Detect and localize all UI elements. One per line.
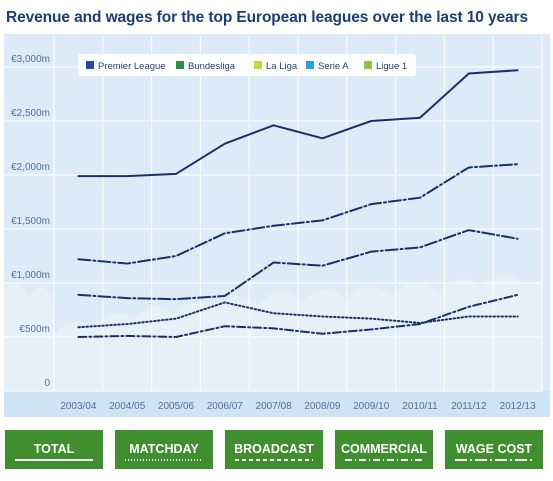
- dotted-line-key-icon: [125, 459, 203, 461]
- x-tick-label: 2004/05: [109, 401, 146, 412]
- tab-total-label: TOTAL: [33, 442, 75, 456]
- legend-swatch-icon: [176, 61, 184, 69]
- tab-matchday-label: MATCHDAY: [129, 442, 199, 456]
- y-tick-label: €1,500m: [11, 216, 50, 227]
- legend-swatch-icon: [364, 61, 372, 69]
- line-chart: 0 €500m €1,000m €1,500m €2,000m €2,500m €3,000…: [4, 34, 550, 417]
- y-tick-label: €3,000m: [11, 54, 50, 65]
- x-tick-label: 2012/13: [500, 401, 537, 412]
- series-line: [77, 163, 519, 265]
- y-tick-label: €1,000m: [11, 270, 50, 281]
- page-title: Revenue and wages for the top European l…: [6, 9, 529, 26]
- x-tick-label: 2011/12: [451, 401, 487, 412]
- dash-dot-line-key-icon: [345, 459, 423, 461]
- y-tick-label: €500m: [19, 324, 50, 335]
- legend-swatch-icon: [254, 61, 262, 69]
- x-tick-label: 2009/10: [353, 401, 390, 412]
- dashed-line-key-icon: [235, 459, 313, 461]
- series-line: [77, 293, 519, 338]
- series-line: [77, 301, 519, 329]
- tab-commercial-label: COMMERCIAL: [340, 442, 428, 456]
- legend-label: La Liga: [266, 61, 298, 72]
- legend-label: Premier League: [98, 61, 166, 72]
- tab-total[interactable]: TOTAL: [5, 430, 103, 469]
- x-tick-label: 2003/04: [60, 401, 97, 412]
- y-tick-label: €2,500m: [11, 108, 50, 119]
- legend-label: Bundesliga: [188, 61, 236, 72]
- y-tick-label: 0: [44, 378, 50, 389]
- x-tick-label: 2005/06: [158, 401, 195, 412]
- tab-bar: TOTAL MATCHDAY BROADCAST COMMERCIAL WAGE…: [5, 430, 550, 469]
- tab-wage-cost-label: WAGE COST: [455, 442, 533, 456]
- x-tick-label: 2007/08: [256, 401, 293, 412]
- x-tick-label: 2006/07: [207, 401, 244, 412]
- legend-box: [78, 54, 416, 76]
- tab-broadcast[interactable]: BROADCAST: [225, 430, 323, 469]
- tab-broadcast-label: BROADCAST: [234, 442, 314, 456]
- tab-wage-cost[interactable]: WAGE COST: [445, 430, 543, 469]
- tab-commercial[interactable]: COMMERCIAL: [335, 430, 433, 469]
- legend-swatch-icon: [86, 61, 94, 69]
- long-dash-dot-line-key-icon: [455, 459, 533, 461]
- legend-swatch-icon: [306, 61, 314, 69]
- series-line: [77, 69, 519, 178]
- x-axis-band: [4, 391, 550, 417]
- solid-line-key-icon: [15, 459, 93, 461]
- y-tick-label: €2,000m: [11, 162, 50, 173]
- series-line: [77, 229, 519, 301]
- chart-area: 0 €500m €1,000m €1,500m €2,000m €2,500m €3,000…: [4, 34, 550, 417]
- tab-matchday[interactable]: MATCHDAY: [115, 430, 213, 469]
- legend-label: Ligue 1: [376, 61, 407, 72]
- x-tick-label: 2008/09: [304, 401, 341, 412]
- x-tick-label: 2010/11: [402, 401, 438, 412]
- legend-label: Serie A: [318, 61, 349, 72]
